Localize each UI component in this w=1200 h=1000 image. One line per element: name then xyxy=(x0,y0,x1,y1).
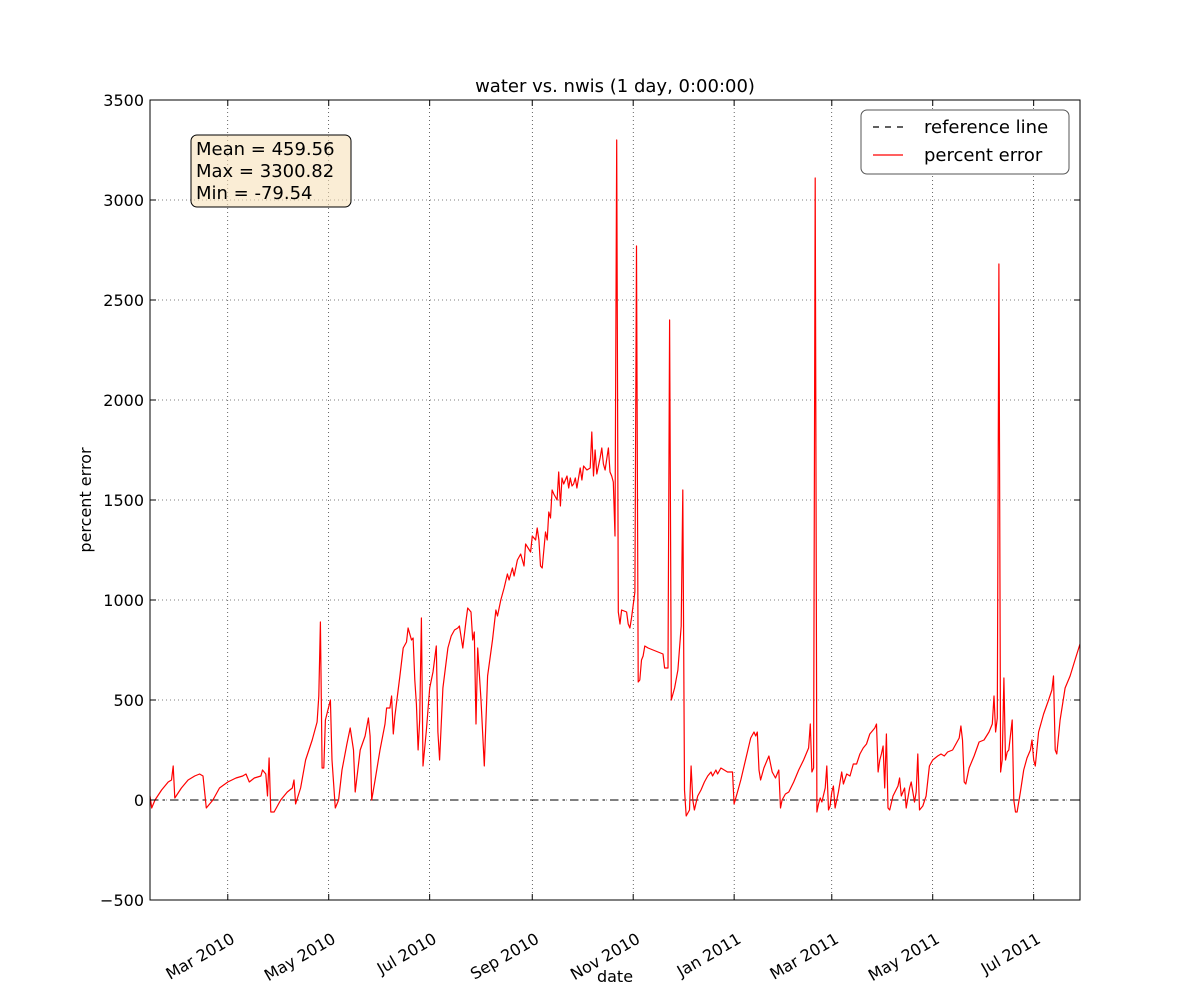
y-tick-label: 2500 xyxy=(103,291,144,310)
stats-annotation: Mean = 459.56 Max = 3300.82 Min = -79.54 xyxy=(190,134,352,208)
stats-min: Min = -79.54 xyxy=(196,183,313,204)
y-tick-label: 3500 xyxy=(103,91,144,110)
y-tick-label: 3000 xyxy=(103,191,144,210)
stats-max: Max = 3300.82 xyxy=(196,161,334,182)
series-group xyxy=(149,139,1081,817)
legend-percent-error-label: percent error xyxy=(924,145,1043,166)
stats-mean: Mean = 459.56 xyxy=(196,139,335,160)
y-tick-label: 2000 xyxy=(103,391,144,410)
series-line-percent-error xyxy=(149,139,1081,817)
y-tick-label: 1500 xyxy=(103,491,144,510)
legend: reference line percent error xyxy=(860,109,1070,175)
stats-box xyxy=(190,134,352,208)
legend-reference-line-label: reference line xyxy=(924,117,1048,138)
y-tick-label: −500 xyxy=(100,891,144,910)
y-axis-label: percent error xyxy=(76,447,95,553)
legend-box xyxy=(860,109,1070,175)
y-tick-label: 500 xyxy=(113,691,144,710)
x-axis-label: date xyxy=(597,967,633,986)
y-tick-label: 1000 xyxy=(103,591,144,610)
chart-title: water vs. nwis (1 day, 0:00:00) xyxy=(475,76,755,97)
y-tick-label: 0 xyxy=(134,791,144,810)
